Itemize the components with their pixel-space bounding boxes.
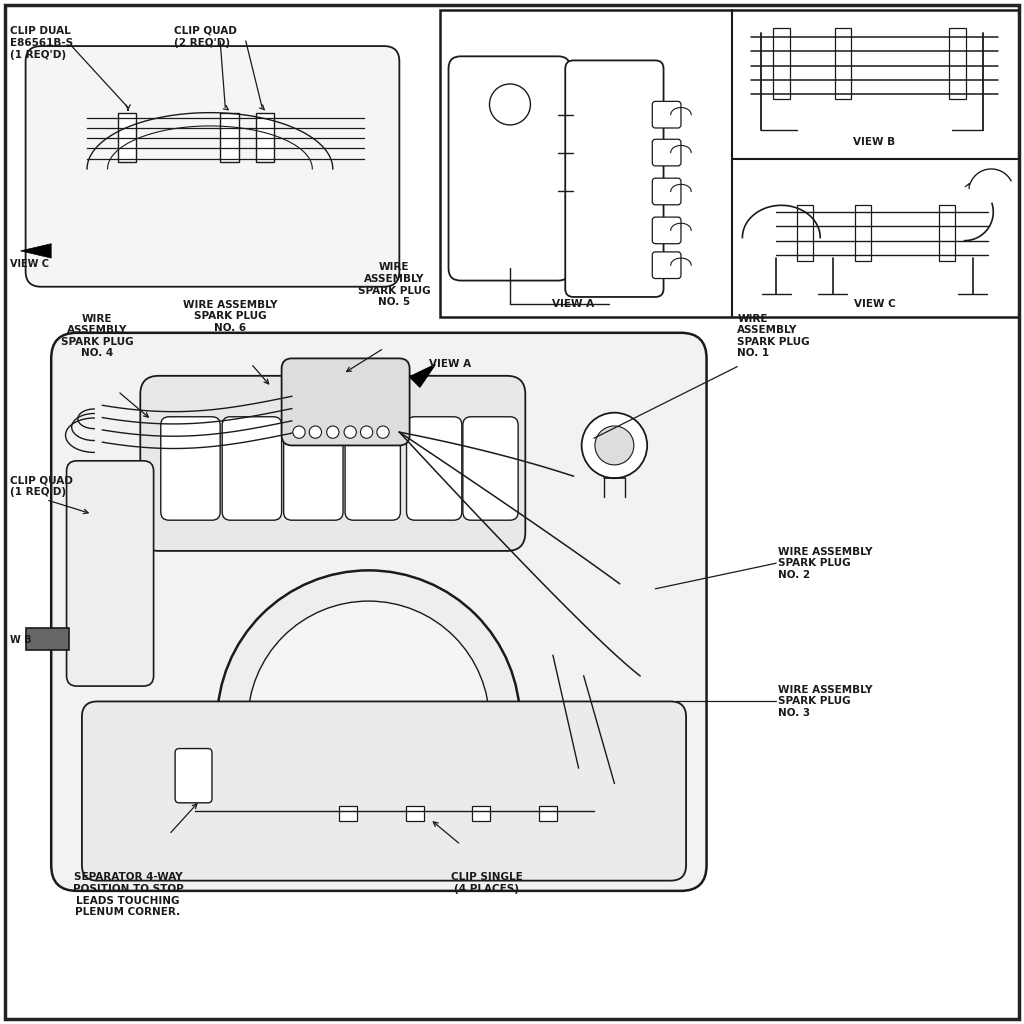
Circle shape xyxy=(582,413,647,478)
FancyBboxPatch shape xyxy=(284,417,343,520)
Bar xyxy=(855,205,871,261)
Text: W B: W B xyxy=(10,635,32,645)
FancyBboxPatch shape xyxy=(282,358,410,445)
Text: WIRE ASSEMBLY
SPARK PLUG
NO. 6: WIRE ASSEMBLY SPARK PLUG NO. 6 xyxy=(183,300,278,333)
Bar xyxy=(118,113,136,162)
FancyBboxPatch shape xyxy=(82,701,686,881)
Text: VIEW C: VIEW C xyxy=(10,259,49,269)
Text: CLIP QUAD
(2 REQ'D): CLIP QUAD (2 REQ'D) xyxy=(174,26,237,48)
Text: VIEW B: VIEW B xyxy=(853,137,896,147)
Circle shape xyxy=(309,426,322,438)
Bar xyxy=(440,10,1019,317)
Bar xyxy=(472,806,490,821)
FancyBboxPatch shape xyxy=(161,417,220,520)
FancyBboxPatch shape xyxy=(222,417,282,520)
Bar xyxy=(539,806,557,821)
Bar xyxy=(835,28,851,99)
FancyBboxPatch shape xyxy=(449,56,570,281)
Circle shape xyxy=(248,601,489,843)
Text: VIEW C: VIEW C xyxy=(854,299,895,309)
FancyBboxPatch shape xyxy=(652,217,681,244)
FancyBboxPatch shape xyxy=(565,60,664,297)
Bar xyxy=(797,205,813,261)
Circle shape xyxy=(489,84,530,125)
FancyBboxPatch shape xyxy=(26,46,399,287)
FancyBboxPatch shape xyxy=(345,417,400,520)
Bar xyxy=(949,28,966,99)
FancyBboxPatch shape xyxy=(652,101,681,128)
Circle shape xyxy=(217,570,520,873)
Text: WIRE
ASSEMBLY
SPARK PLUG
NO. 4: WIRE ASSEMBLY SPARK PLUG NO. 4 xyxy=(61,313,133,358)
Text: CLIP DUAL
E86561B-S
(1 REQ'D): CLIP DUAL E86561B-S (1 REQ'D) xyxy=(10,26,74,60)
Bar xyxy=(26,628,69,650)
Circle shape xyxy=(327,426,339,438)
Circle shape xyxy=(293,426,305,438)
Text: WIRE
ASSEMBLY
SPARK PLUG
NO. 1: WIRE ASSEMBLY SPARK PLUG NO. 1 xyxy=(737,313,810,358)
FancyBboxPatch shape xyxy=(652,252,681,279)
Text: WIRE ASSEMBLY
SPARK PLUG
NO. 3: WIRE ASSEMBLY SPARK PLUG NO. 3 xyxy=(778,685,872,718)
Circle shape xyxy=(595,426,634,465)
Text: CLIP QUAD
(1 REQ'D): CLIP QUAD (1 REQ'D) xyxy=(10,475,73,498)
FancyBboxPatch shape xyxy=(175,749,212,803)
Polygon shape xyxy=(410,365,435,387)
Polygon shape xyxy=(20,244,51,258)
Circle shape xyxy=(344,426,356,438)
FancyBboxPatch shape xyxy=(652,139,681,166)
Bar xyxy=(256,113,274,162)
FancyBboxPatch shape xyxy=(407,417,462,520)
FancyBboxPatch shape xyxy=(67,461,154,686)
Text: VIEW A: VIEW A xyxy=(429,358,472,369)
Bar xyxy=(220,113,239,162)
FancyBboxPatch shape xyxy=(652,178,681,205)
Bar xyxy=(406,806,424,821)
Text: CLIP SINGLE
(4 PLACES): CLIP SINGLE (4 PLACES) xyxy=(451,872,522,894)
FancyBboxPatch shape xyxy=(463,417,518,520)
Bar xyxy=(939,205,955,261)
Text: WIRE
ASSEMBLY
SPARK PLUG
NO. 5: WIRE ASSEMBLY SPARK PLUG NO. 5 xyxy=(358,262,430,307)
Circle shape xyxy=(360,426,373,438)
Text: SEPARATOR 4-WAY
POSITION TO STOP
LEADS TOUCHING
PLENUM CORNER.: SEPARATOR 4-WAY POSITION TO STOP LEADS T… xyxy=(73,872,183,918)
Circle shape xyxy=(377,426,389,438)
FancyBboxPatch shape xyxy=(140,376,525,551)
Bar xyxy=(339,806,357,821)
Bar xyxy=(773,28,790,99)
Text: WIRE ASSEMBLY
SPARK PLUG
NO. 2: WIRE ASSEMBLY SPARK PLUG NO. 2 xyxy=(778,547,872,580)
Text: VIEW A: VIEW A xyxy=(553,299,595,309)
FancyBboxPatch shape xyxy=(51,333,707,891)
